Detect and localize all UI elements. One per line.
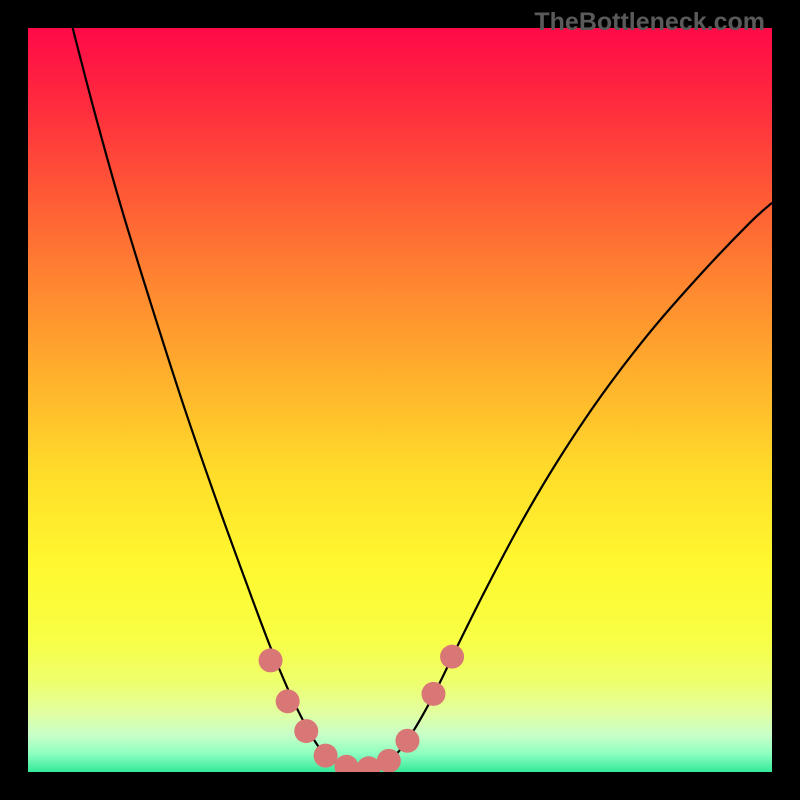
- accent-dot: [314, 744, 338, 768]
- accent-dot: [377, 749, 401, 773]
- accent-dot: [259, 648, 283, 672]
- accent-dot: [294, 719, 318, 743]
- accent-dot: [440, 645, 464, 669]
- accent-dot: [276, 689, 300, 713]
- bottleneck-chart: [0, 0, 800, 800]
- accent-dot: [421, 682, 445, 706]
- accent-dot: [395, 729, 419, 753]
- watermark-text: TheBottleneck.com: [534, 8, 765, 37]
- heatmap-gradient: [28, 28, 772, 772]
